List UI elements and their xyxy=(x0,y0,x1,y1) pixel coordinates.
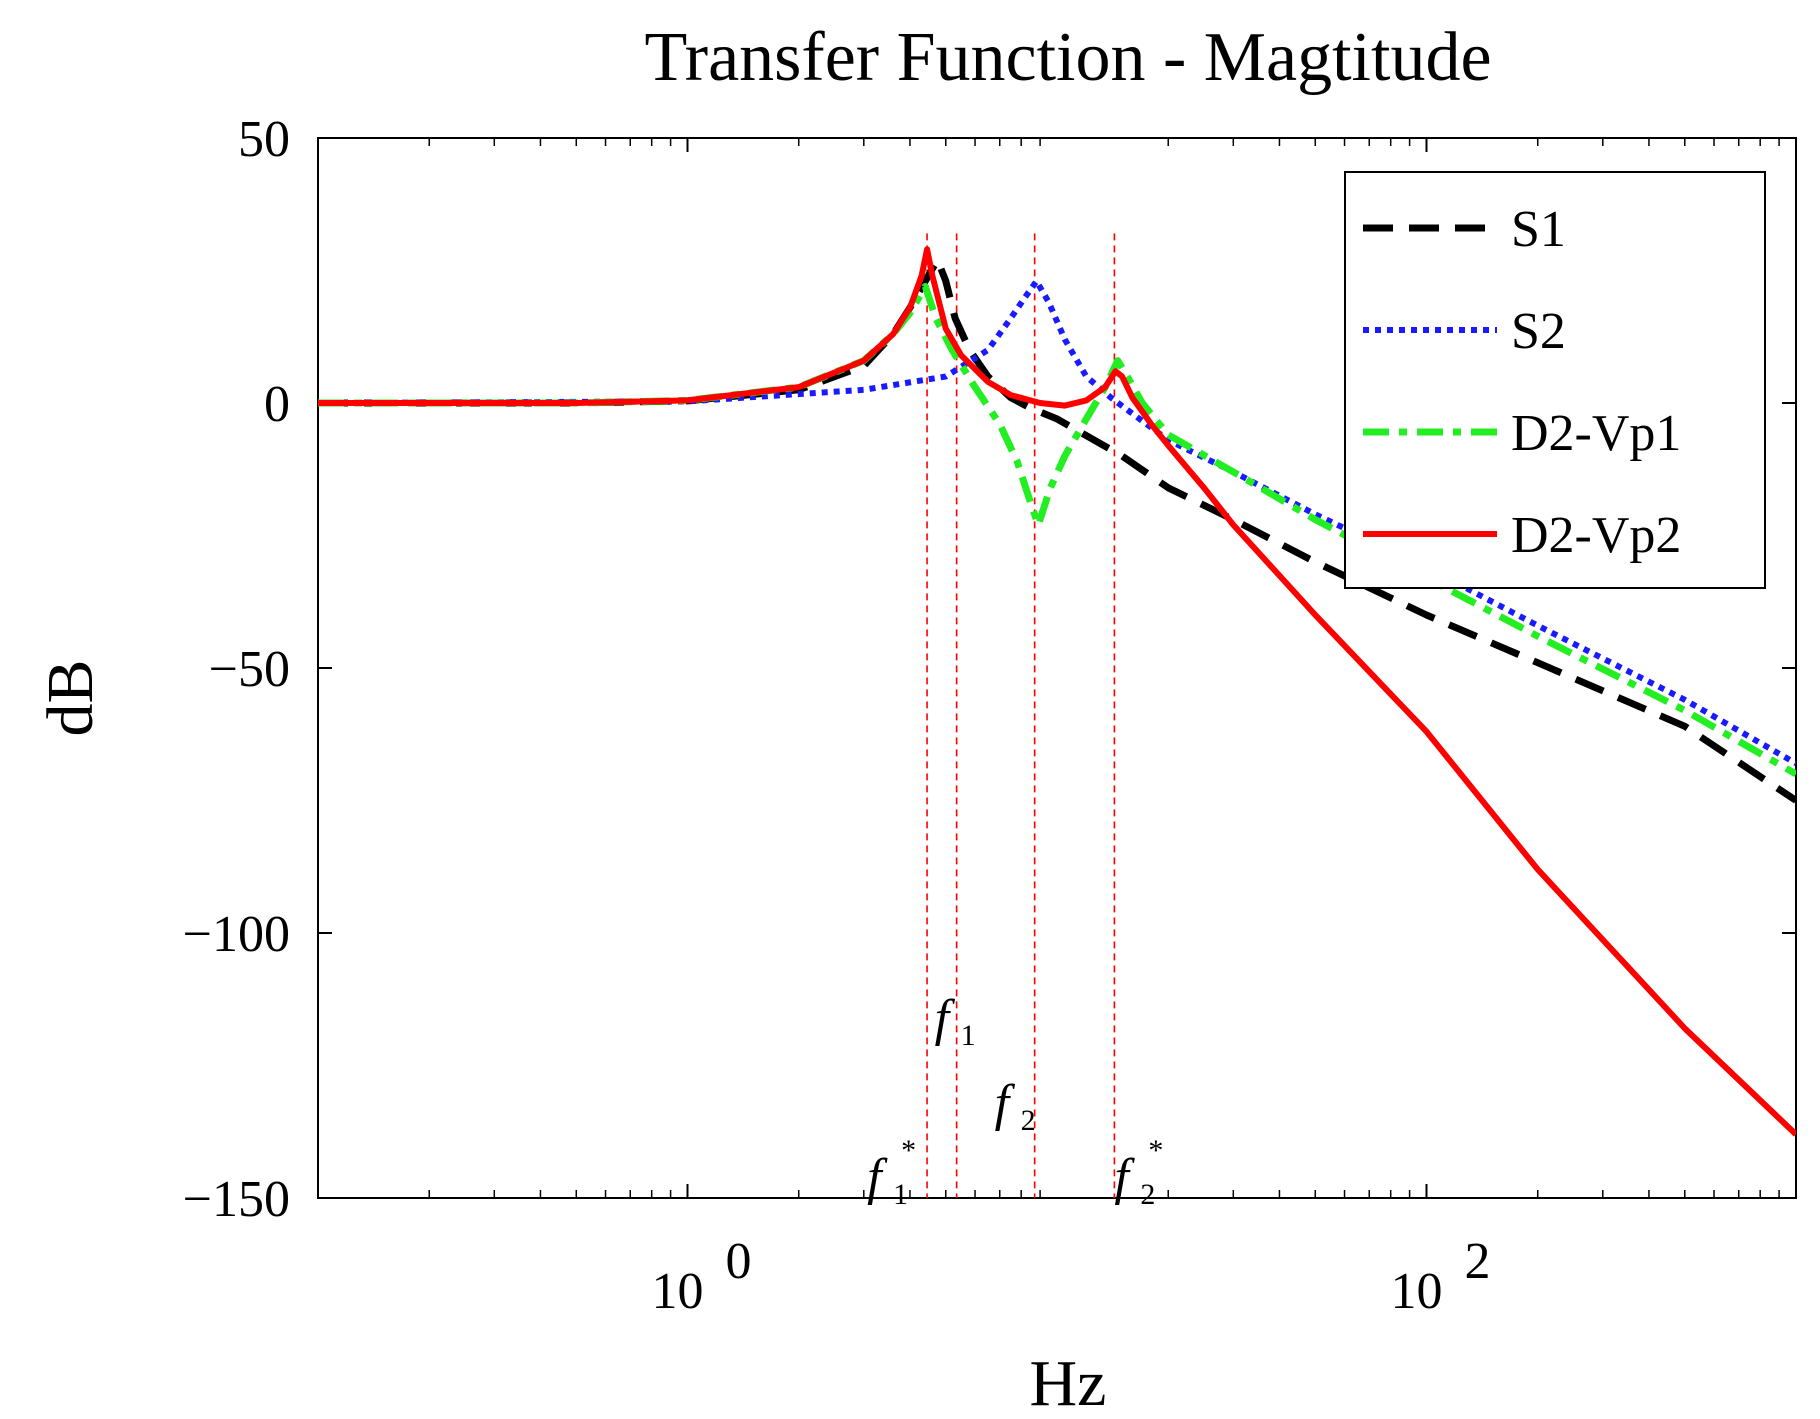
x-tick-exponent-1: 2 xyxy=(1465,1233,1491,1290)
series-line-s2 xyxy=(318,278,1796,767)
annotation-subscript-f2: 2 xyxy=(1021,1104,1036,1137)
annotation-superscript-f1_star: * xyxy=(901,1134,916,1167)
chart-title: Transfer Function - Magtitude xyxy=(644,19,1491,96)
annotation-subscript-f2_star: 2 xyxy=(1140,1178,1155,1211)
x-tick-label-1: 10 xyxy=(1391,1263,1443,1320)
x-axis-label: Hz xyxy=(1030,1347,1107,1419)
y-tick-label-1: 0 xyxy=(264,376,290,433)
annotation-superscript-f2_star: * xyxy=(1148,1134,1163,1167)
legend-label-s2: S2 xyxy=(1511,303,1566,360)
y-tick-label-2: −50 xyxy=(209,641,290,698)
x-tick-label-0: 10 xyxy=(652,1263,704,1320)
legend-box xyxy=(1344,171,1766,589)
legend-label-d2-vp1: D2-Vp1 xyxy=(1511,405,1681,462)
x-tick-exponent-0: 0 xyxy=(726,1233,752,1290)
y-axis-label: dB xyxy=(34,659,107,736)
y-tick-label-4: −150 xyxy=(183,1171,290,1228)
annotation-label-f2: f xyxy=(995,1075,1016,1132)
series-line-s1 xyxy=(318,256,1796,804)
y-tick-label-0: 50 xyxy=(238,111,290,168)
series-line-d2-vp2 xyxy=(318,246,1796,1137)
annotation-subscript-f1_star: 1 xyxy=(893,1178,908,1211)
y-tick-label-3: −100 xyxy=(183,906,290,963)
annotation-label-f1: f xyxy=(935,990,956,1047)
legend: S1 S2 D2-Vp1 D2-Vp2 xyxy=(1344,171,1766,589)
annotation-subscript-f1: 1 xyxy=(961,1019,976,1052)
legend-label-d2-vp2: D2-Vp2 xyxy=(1511,507,1681,564)
legend-label-s1: S1 xyxy=(1511,201,1566,258)
